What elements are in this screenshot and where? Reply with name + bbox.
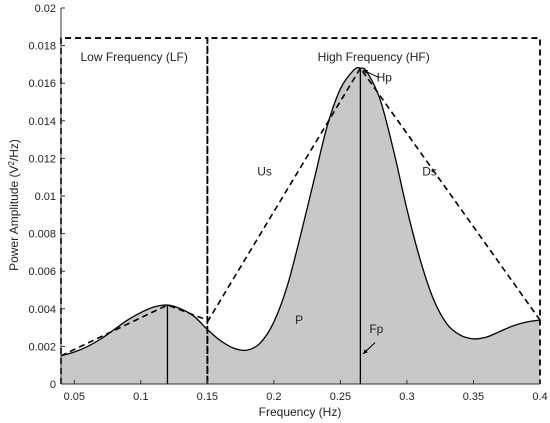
x-tick-label: 0.2 — [266, 391, 281, 403]
x-tick-label: 0.05 — [64, 391, 85, 403]
y-tick-label: 0.016 — [28, 78, 56, 90]
psd-area — [61, 67, 540, 384]
plot-layer — [60, 37, 541, 384]
y-axis-label-main: Power Amplitude (V — [7, 166, 21, 271]
x-tick-label: 0.3 — [399, 391, 414, 403]
annotation-p: P — [295, 313, 303, 327]
y-tick-label: 0.01 — [35, 191, 56, 203]
annotation-layer: Low Frequency (LF) High Frequency (HF) Hp U… — [80, 50, 437, 355]
y-tick-label: 0.014 — [28, 116, 56, 128]
annotation-ds: Ds — [422, 164, 437, 178]
axis-layer: 0.05 0.1 0.15 0.2 0.25 0.3 0.35 0.4 0 0.002 0.004 0… — [28, 3, 547, 403]
y-tick-label: 0.002 — [28, 341, 56, 353]
psd-curve — [60, 67, 541, 357]
y-axis-label-superscript: 2 — [7, 161, 16, 166]
band-label-hf: High Frequency (HF) — [318, 50, 430, 64]
y-axis-label-tail: /Hz) — [7, 139, 21, 161]
annotation-us: Us — [257, 164, 272, 178]
band-box-hf — [206, 37, 541, 384]
y-tick-label: 0.018 — [28, 41, 56, 53]
y-tick-label: 0.012 — [28, 153, 56, 165]
y-axis-label: Power Amplitude (V2/Hz) — [7, 139, 22, 271]
annotation-arrowhead-1 — [363, 69, 369, 74]
x-tick-label: 0.35 — [463, 391, 484, 403]
y-tick-label: 0.02 — [35, 3, 56, 15]
x-tick-label: 0.4 — [532, 391, 547, 403]
y-tick-label: 0.008 — [28, 229, 56, 241]
annotation-fp: Fp — [369, 322, 383, 336]
x-axis-label: Frequency (Hz) — [259, 405, 342, 419]
x-tick-label: 0.15 — [197, 391, 218, 403]
annotation-arrowhead-2 — [363, 349, 368, 354]
y-tick-label: 0 — [50, 379, 56, 391]
annotation-hp: Hp — [377, 70, 393, 84]
y-tick-label: 0.004 — [28, 304, 56, 316]
x-tick-label: 0.1 — [133, 391, 148, 403]
band-label-lf: Low Frequency (LF) — [80, 50, 187, 64]
triangle-hf — [206, 66, 541, 323]
x-tick-label: 0.25 — [330, 391, 351, 403]
y-tick-label: 0.006 — [28, 266, 56, 278]
